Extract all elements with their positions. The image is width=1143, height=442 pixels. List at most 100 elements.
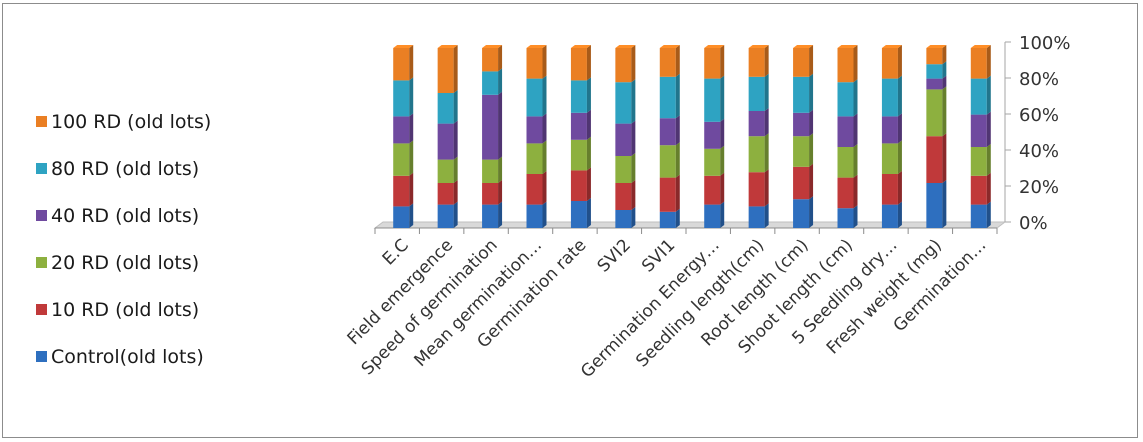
bar-segment-side bbox=[809, 73, 814, 113]
bar-segment-side bbox=[409, 140, 414, 176]
bar-segment-side bbox=[586, 77, 591, 113]
bar-segment-side bbox=[720, 118, 725, 149]
y-tick-label: 100% bbox=[1019, 33, 1070, 54]
bar-segment bbox=[837, 48, 854, 83]
bar-segment bbox=[881, 48, 898, 79]
bar-segment bbox=[748, 172, 765, 207]
bar-top-cap bbox=[570, 45, 591, 48]
legend-swatch bbox=[36, 210, 47, 221]
y-tick-label: 60% bbox=[1019, 105, 1059, 126]
legend-item: 20 RD (old lots) bbox=[36, 239, 266, 286]
legend-item: 100 RD (old lots) bbox=[36, 98, 266, 145]
bar-top-cap bbox=[881, 45, 902, 48]
bar-segment bbox=[437, 159, 454, 183]
bar-segment-side bbox=[586, 45, 591, 81]
bar-segment bbox=[526, 143, 543, 174]
bar-top-cap bbox=[393, 45, 414, 48]
bar-segment-side bbox=[809, 196, 814, 228]
bar-segment-side bbox=[498, 201, 503, 228]
bar-segment bbox=[837, 116, 854, 147]
bar-segment-side bbox=[986, 111, 991, 147]
bar-segment-side bbox=[720, 45, 725, 79]
bar-segment-side bbox=[853, 113, 858, 147]
legend-swatch bbox=[36, 257, 47, 268]
y-tick-label: 0% bbox=[1019, 213, 1048, 234]
bar-segment-side bbox=[942, 75, 947, 90]
bar-segment bbox=[837, 208, 854, 228]
bar-segment-side bbox=[631, 79, 636, 124]
bar-segment bbox=[659, 118, 676, 146]
bar-segment-side bbox=[542, 113, 547, 144]
bar-segment bbox=[437, 183, 454, 205]
bar-segment bbox=[704, 148, 721, 176]
legend-swatch bbox=[36, 116, 47, 127]
bar-segment-side bbox=[942, 45, 947, 65]
bar-segment-side bbox=[453, 120, 458, 160]
bar-top-cap bbox=[748, 45, 769, 48]
bar-segment-side bbox=[498, 180, 503, 205]
bar-top-cap bbox=[526, 45, 547, 48]
bar-segment-side bbox=[586, 167, 591, 201]
bar-segment bbox=[482, 94, 499, 160]
bar-top-cap bbox=[437, 45, 458, 48]
y-tick-label: 20% bbox=[1019, 177, 1059, 198]
bar-segment bbox=[837, 82, 854, 117]
bar-top-cap bbox=[659, 45, 680, 48]
legend-swatch bbox=[36, 163, 47, 174]
bar-segment bbox=[704, 48, 721, 79]
bar-segment-side bbox=[720, 145, 725, 176]
bar-segment-side bbox=[764, 169, 769, 207]
bar-segment bbox=[704, 204, 721, 228]
bar-segment bbox=[926, 48, 943, 65]
bar-segment bbox=[615, 210, 632, 228]
bar-segment-side bbox=[853, 174, 858, 209]
bar-segment bbox=[393, 206, 410, 228]
bar-top-cap bbox=[970, 45, 991, 48]
bar-segment bbox=[570, 80, 587, 113]
bar-segment-side bbox=[631, 120, 636, 156]
bar-segment-side bbox=[720, 172, 725, 205]
bar-segment-side bbox=[542, 75, 547, 117]
legend-label: Control(old lots) bbox=[51, 345, 204, 368]
bar-segment bbox=[926, 89, 943, 137]
x-tick-label: SVI1 bbox=[638, 235, 679, 276]
bar-segment-side bbox=[542, 201, 547, 228]
bar-segment bbox=[659, 145, 676, 178]
bar-segment-side bbox=[675, 73, 680, 119]
bar-segment bbox=[704, 121, 721, 149]
bar-segment-side bbox=[942, 180, 947, 228]
bar-segment-side bbox=[409, 113, 414, 144]
bar-segment bbox=[793, 76, 810, 113]
bar-segment bbox=[793, 199, 810, 228]
bar-segment bbox=[615, 48, 632, 83]
bar-segment bbox=[526, 78, 543, 117]
bar-segment bbox=[437, 48, 454, 93]
bar-segment-side bbox=[453, 156, 458, 183]
bar-segment-side bbox=[897, 201, 902, 228]
bar-segment-side bbox=[631, 207, 636, 228]
bar-segment bbox=[793, 48, 810, 77]
legend-label: 80 RD (old lots) bbox=[51, 157, 200, 180]
bar-segment-side bbox=[942, 61, 947, 79]
bar-segment-side bbox=[409, 172, 414, 207]
bar-segment bbox=[748, 76, 765, 111]
x-tick-label: SVI2 bbox=[594, 235, 635, 276]
bar-segment bbox=[748, 111, 765, 137]
bar-segment bbox=[526, 204, 543, 228]
bar-segment bbox=[881, 116, 898, 144]
bar-segment bbox=[393, 175, 410, 207]
bar-segment bbox=[926, 64, 943, 79]
bar-segment-side bbox=[453, 90, 458, 124]
bar-segment-side bbox=[809, 45, 814, 77]
bar-segment bbox=[704, 78, 721, 122]
bar-segment bbox=[570, 139, 587, 171]
bar-segment-side bbox=[764, 133, 769, 173]
y-tick-label: 40% bbox=[1019, 141, 1059, 162]
bar-segment bbox=[615, 183, 632, 210]
bar-segment-side bbox=[675, 142, 680, 178]
chart-frame bbox=[2, 3, 1138, 438]
bar-top-cap bbox=[793, 45, 814, 48]
bar-segment-side bbox=[942, 86, 947, 137]
bar-top-cap bbox=[615, 45, 636, 48]
